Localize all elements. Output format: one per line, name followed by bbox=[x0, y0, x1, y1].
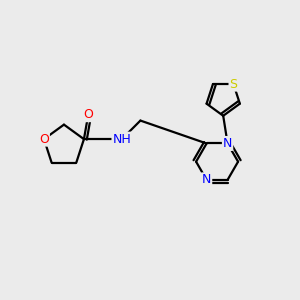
Text: NH: NH bbox=[112, 133, 131, 146]
Text: O: O bbox=[39, 133, 49, 146]
Text: S: S bbox=[230, 78, 238, 91]
Text: N: N bbox=[223, 137, 232, 150]
Text: N: N bbox=[202, 173, 211, 186]
Text: O: O bbox=[83, 108, 93, 121]
